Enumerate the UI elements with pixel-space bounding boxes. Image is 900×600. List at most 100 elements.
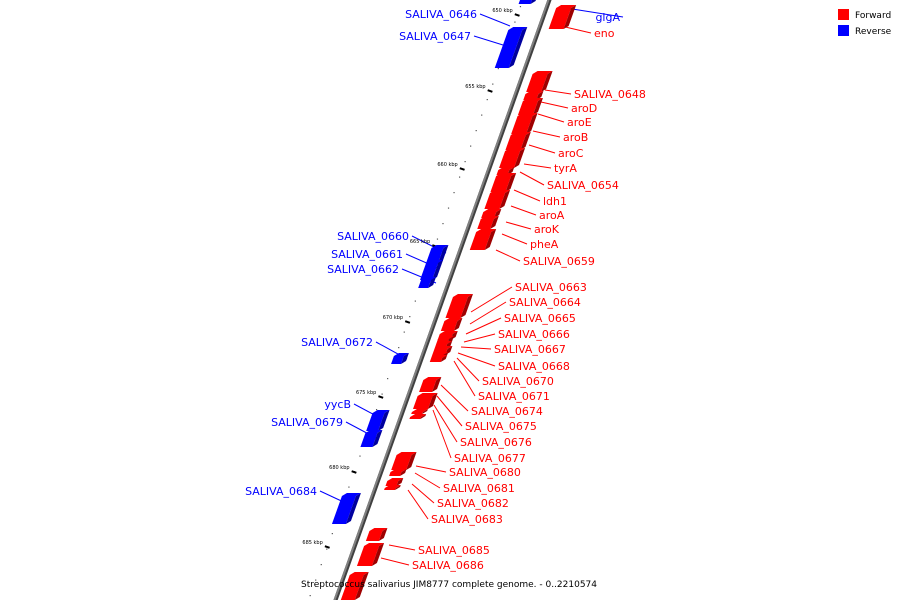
forward-gene-label: SALIVA_0670 [482, 375, 554, 388]
scale-dot [403, 331, 405, 333]
forward-gene-arrow [477, 216, 499, 229]
forward-label-leader [523, 163, 552, 169]
tick-label: 655 kbp [465, 84, 485, 90]
tick-mark [378, 395, 384, 399]
forward-gene-arrow [517, 98, 543, 115]
tick-mark [514, 13, 520, 17]
forward-label-leader [407, 489, 429, 520]
gene-arrows [331, 0, 577, 600]
reverse-gene-arrow [331, 493, 361, 524]
forward-label-leader [519, 171, 545, 186]
forward-gene-arrow [384, 485, 401, 490]
tick-label: 675 kbp [356, 390, 376, 396]
tick-label: 685 kbp [302, 540, 322, 546]
scale-dot [470, 145, 472, 147]
scale-dot [387, 378, 389, 380]
forward-gene-label: aroE [567, 116, 592, 129]
forward-gene-label: aroC [558, 147, 584, 160]
forward-label-leader [457, 352, 496, 367]
forward-gene-label: tyrA [554, 162, 577, 175]
reverse-label-leader [473, 35, 504, 46]
tick-mark [324, 545, 330, 549]
tick-mark [487, 89, 493, 93]
tick-label: 660 kbp [437, 162, 457, 168]
forward-label-leader [414, 472, 441, 489]
legend-forward-swatch [838, 9, 849, 20]
forward-label-leader [501, 233, 528, 245]
forward-gene-arrow [411, 409, 428, 414]
forward-label-leader [453, 360, 476, 397]
forward-label-leader [470, 286, 513, 313]
reverse-label-leader [479, 13, 511, 27]
forward-gene-label: SALIVA_0680 [449, 466, 521, 479]
scale-dot [381, 393, 383, 395]
tick-label: 670 kbp [383, 315, 403, 321]
legend-reverse-swatch [838, 25, 849, 36]
forward-gene-label: SALIVA_0663 [515, 281, 587, 294]
forward-gene-label: SALIVA_0685 [418, 544, 490, 557]
forward-gene-arrow [445, 294, 473, 318]
forward-gene-label: SALIVA_0667 [494, 343, 566, 356]
forward-gene-arrow [440, 318, 463, 331]
reverse-gene-arrow [360, 430, 383, 447]
forward-gene-label: aroD [571, 102, 597, 115]
scale-dot [497, 68, 499, 70]
legend: Forward Reverse [838, 9, 892, 37]
scale-dot [359, 455, 361, 457]
reverse-gene-label: SALIVA_0646 [405, 8, 477, 21]
scale-dot [447, 207, 450, 209]
scale-dot [464, 161, 466, 163]
reverse-gene-arrow [391, 353, 409, 364]
genome-backbone [333, 0, 552, 600]
forward-gene-label: aroB [563, 131, 588, 144]
legend-forward-label: Forward [855, 11, 891, 21]
scale-dot [486, 99, 488, 101]
scale-dot [331, 533, 333, 535]
scale-dot [492, 83, 494, 85]
forward-label-leader [433, 404, 458, 443]
scale-dot [458, 176, 461, 178]
scale-dot [348, 486, 350, 488]
tick-label: 680 kbp [329, 465, 349, 471]
scale-dot [481, 114, 483, 116]
forward-label-leader [495, 249, 521, 262]
scale-dot [398, 347, 400, 349]
legend-reverse-label: Reverse [855, 27, 892, 37]
forward-gene-label: SALIVA_0686 [412, 559, 484, 572]
forward-label-leader [544, 89, 572, 95]
forward-gene-label: SALIVA_0666 [498, 328, 570, 341]
forward-gene-arrow [526, 71, 553, 92]
reverse-gene-label: SALIVA_0647 [399, 30, 471, 43]
scale-dot [326, 548, 328, 550]
scale-dot [409, 316, 411, 318]
tick-label: 665 kbp [410, 239, 430, 245]
forward-gene-arrow [505, 132, 531, 150]
forward-gene-label: SALIVA_0674 [471, 405, 543, 418]
forward-gene-label: aroA [539, 209, 565, 222]
forward-label-leader [465, 317, 502, 335]
tick-mark [351, 470, 357, 474]
reverse-gene-label: SALIVA_0660 [337, 230, 409, 243]
forward-gene-arrow [484, 190, 511, 209]
forward-label-leader [432, 409, 452, 459]
scale-dot [519, 6, 522, 8]
forward-gene-label: SALIVA_0671 [478, 390, 550, 403]
scale-dot [375, 409, 378, 411]
forward-gene-label: eno [594, 27, 615, 40]
forward-gene-label: SALIVA_0676 [460, 436, 532, 449]
forward-gene-label: SALIVA_0675 [465, 420, 537, 433]
forward-label-leader [388, 544, 416, 551]
reverse-gene-label: glgA [595, 11, 620, 24]
scale-dot [320, 564, 322, 566]
forward-label-leader [411, 483, 435, 504]
scale-dot [453, 192, 455, 194]
reverse-gene-label: SALIVA_0684 [245, 485, 317, 498]
forward-gene-label: SALIVA_0681 [443, 482, 515, 495]
forward-gene-arrow [490, 173, 517, 192]
forward-gene-label: SALIVA_0668 [498, 360, 570, 373]
forward-gene-label: pheA [530, 238, 559, 251]
forward-gene-arrow [365, 528, 388, 541]
tick-mark [459, 167, 465, 171]
reverse-gene-arrow [366, 410, 390, 431]
scale-dot [315, 579, 317, 581]
